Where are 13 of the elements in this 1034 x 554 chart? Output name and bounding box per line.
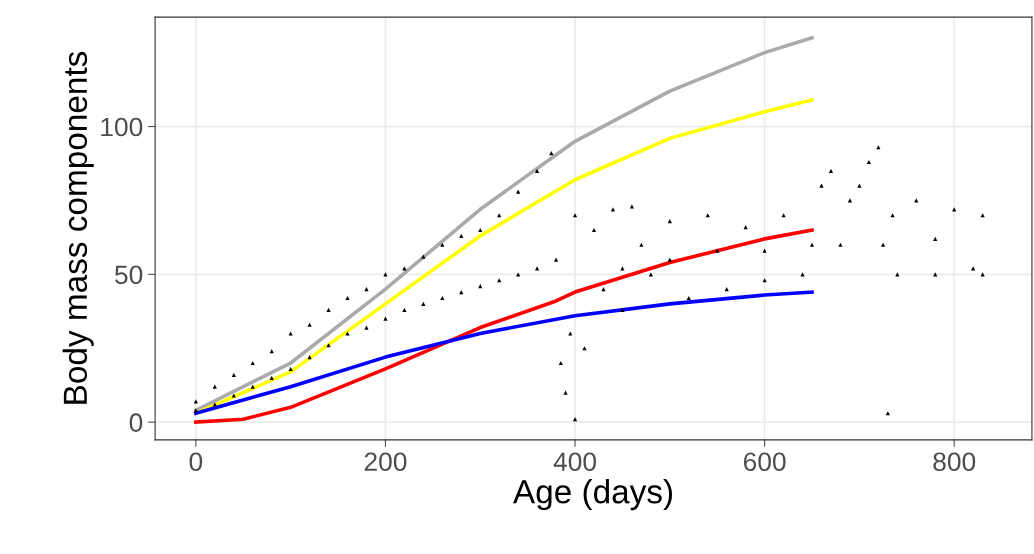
- x-axis-title: Age (days): [513, 479, 673, 511]
- y-tick-label: 0: [129, 413, 143, 432]
- x-tick-label: 600: [743, 452, 786, 472]
- x-tick-label: 0: [189, 452, 203, 472]
- y-tick-label: 50: [115, 265, 143, 285]
- x-tick-label: 800: [933, 452, 976, 472]
- line-series: [194, 228, 814, 424]
- x-tick-label: 200: [364, 452, 407, 472]
- x-tick-label: 400: [553, 452, 597, 472]
- y-axis-title: Body mass components: [62, 51, 94, 404]
- line-series: [194, 36, 814, 413]
- line-series: [194, 290, 814, 416]
- y-tick-label: 100: [101, 117, 143, 137]
